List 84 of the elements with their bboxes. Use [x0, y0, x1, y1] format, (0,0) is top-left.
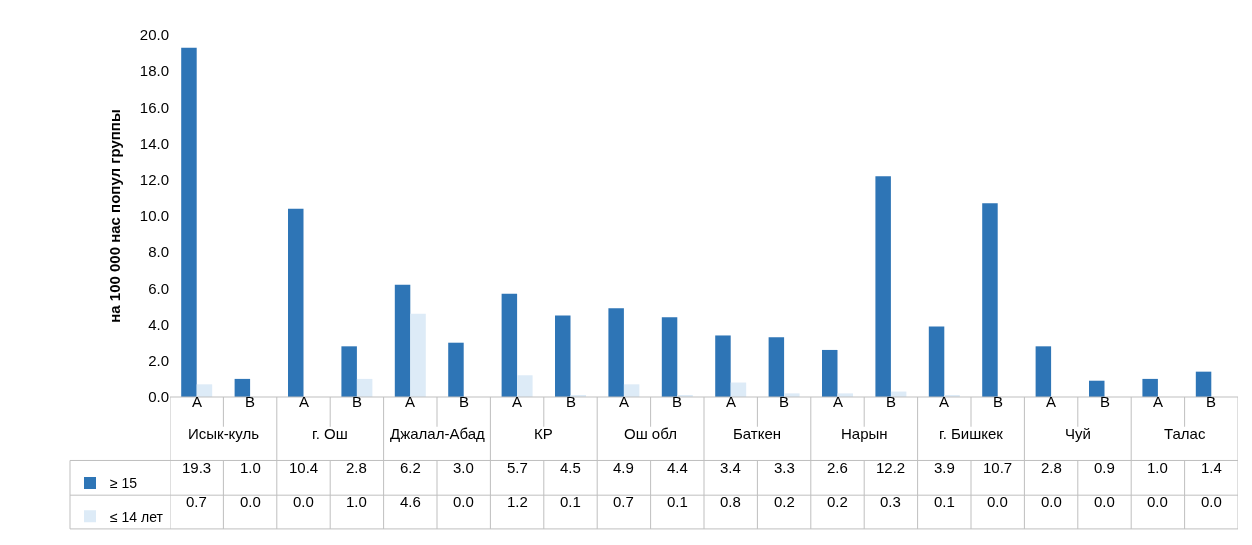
data-label: 4.6 [400, 493, 421, 510]
text: Исык-куль [188, 425, 260, 442]
x-tick-label: B [1100, 393, 1111, 410]
x-tick-label: A [1046, 393, 1057, 410]
data-label: 0.1 [667, 493, 688, 510]
legend-label: ≤ 14 лет [110, 508, 164, 525]
data-label: 0.0 [1201, 493, 1222, 510]
data-label: 5.7 [507, 459, 528, 476]
text: г. Ош [312, 425, 348, 442]
y-tick-label: 16.0 [139, 98, 169, 116]
text: КР [534, 425, 553, 442]
data-label: 3.0 [453, 459, 474, 476]
data-label: 19.3 [182, 459, 212, 476]
y-tick-label: 20.0 [139, 26, 169, 44]
text: Ош обл [624, 425, 677, 442]
x-tick-label: B [779, 393, 790, 410]
data-label: 0.0 [453, 493, 474, 510]
data-label: 1.0 [1147, 459, 1168, 476]
y-tick-label: 4.0 [148, 315, 169, 333]
text: Талас [1164, 425, 1206, 442]
data-label: 1.4 [1201, 459, 1222, 476]
x-tick-label: A [1153, 393, 1164, 410]
x-tick-label: A [512, 393, 523, 410]
data-label: 0.2 [827, 493, 848, 510]
data-label: 1.0 [240, 459, 261, 476]
data-label: 2.8 [1041, 459, 1062, 476]
y-tick-label: 6.0 [148, 279, 169, 297]
y-tick-label: 18.0 [139, 62, 169, 80]
data-label: 4.4 [667, 459, 688, 476]
x-tick-label: A [299, 393, 310, 410]
data-label: 1.2 [507, 493, 528, 510]
data-label: 1.0 [346, 493, 367, 510]
x-tick-label: A [619, 393, 630, 410]
legend-label: ≥ 15 [110, 475, 138, 492]
data-label: 3.3 [774, 459, 795, 476]
data-label: 0.9 [1094, 459, 1115, 476]
data-label: 0.7 [186, 493, 207, 510]
data-label: 10.4 [289, 459, 319, 476]
y-axis-title: на 100 000 нас попул группы [106, 109, 124, 323]
text: Баткен [733, 425, 782, 442]
x-tick-label: A [405, 393, 416, 410]
y-tick-label: 8.0 [148, 243, 169, 261]
y-tick-label: 14.0 [139, 134, 169, 152]
text: г. Бишкек [939, 425, 1004, 442]
data-label: 4.9 [613, 459, 634, 476]
data-label: 2.6 [827, 459, 848, 476]
x-tick-label: B [672, 393, 683, 410]
x-tick-label: A [833, 393, 844, 410]
data-label: 0.1 [560, 493, 581, 510]
data-label: 12.2 [876, 459, 906, 476]
y-tick-label: 10.0 [139, 207, 169, 225]
data-label: 3.9 [934, 459, 955, 476]
y-tick-label: 2.0 [148, 352, 169, 370]
data-label: 4.5 [560, 459, 581, 476]
data-label: 0.0 [1094, 493, 1115, 510]
x-tick-label: B [566, 393, 577, 410]
x-tick-label: A [192, 393, 203, 410]
text: Чуй [1065, 425, 1091, 442]
data-label: 0.8 [720, 493, 741, 510]
x-tick-label: B [352, 393, 363, 410]
data-label: 10.7 [983, 459, 1013, 476]
data-label: 0.3 [880, 493, 901, 510]
text: Джалал-Абад [390, 425, 485, 442]
data-label: 0.0 [987, 493, 1008, 510]
text: Нарын [841, 425, 888, 442]
x-tick-label: B [886, 393, 897, 410]
data-label: 6.2 [400, 459, 421, 476]
data-label: 0.2 [774, 493, 795, 510]
x-tick-label: A [939, 393, 950, 410]
data-label: 0.0 [240, 493, 261, 510]
y-tick-label: 12.0 [139, 171, 169, 189]
data-label: 3.4 [720, 459, 741, 476]
x-tick-label: B [459, 393, 470, 410]
data-label: 0.1 [934, 493, 955, 510]
data-label: 2.8 [346, 459, 367, 476]
x-tick-label: B [993, 393, 1004, 410]
data-label: 0.0 [293, 493, 314, 510]
data-label: 0.0 [1041, 493, 1062, 510]
x-tick-label: A [726, 393, 737, 410]
y-tick-label: 0.0 [148, 388, 169, 406]
data-label: 0.7 [613, 493, 634, 510]
x-tick-label: B [1206, 393, 1217, 410]
x-tick-label: B [245, 393, 256, 410]
data-label: 0.0 [1147, 493, 1168, 510]
